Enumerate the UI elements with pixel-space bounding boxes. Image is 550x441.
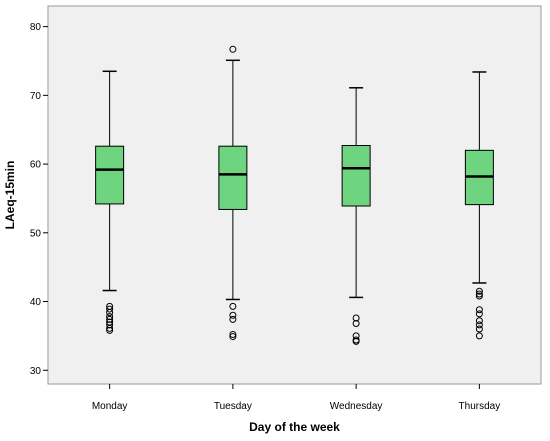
outlier-point — [475, 287, 483, 295]
iqr-box — [95, 145, 125, 205]
y-axis-title: LAeq-15min — [3, 161, 17, 230]
x-tick-label: Thursday — [459, 401, 501, 412]
outlier-point — [475, 332, 483, 340]
y-tick-label: 30 — [30, 366, 42, 377]
outlier-point — [106, 321, 114, 329]
outlier-point — [475, 317, 483, 325]
box-series — [95, 45, 494, 345]
box-thursday — [464, 71, 494, 340]
y-tick-label: 60 — [30, 160, 42, 171]
outlier-point — [229, 311, 237, 319]
outlier-point — [475, 290, 483, 298]
y-axis: 30 40 50 60 70 80 — [30, 22, 48, 377]
outlier-point — [352, 337, 360, 345]
box-wednesday — [341, 87, 371, 345]
outlier-point — [106, 302, 114, 310]
y-tick-label: 70 — [30, 91, 42, 102]
y-tick-label: 80 — [30, 22, 42, 33]
outlier-point — [106, 313, 114, 321]
x-axis-title: Day of the week — [249, 420, 340, 434]
iqr-box — [341, 145, 371, 207]
outlier-point — [229, 315, 237, 323]
outlier-point — [106, 326, 114, 334]
x-axis: Monday Tuesday Wednesday Thursday — [92, 384, 500, 412]
outlier-point — [229, 331, 237, 339]
outlier-point — [352, 332, 360, 340]
x-tick-label: Tuesday — [214, 401, 252, 412]
box-monday — [95, 70, 125, 334]
outlier-point — [229, 302, 237, 310]
y-tick-label: 40 — [30, 297, 42, 308]
iqr-box — [218, 145, 248, 210]
outlier-point — [229, 333, 237, 341]
outlier-point — [475, 325, 483, 333]
y-tick-label: 50 — [30, 228, 42, 239]
outlier-point — [352, 314, 360, 322]
outlier-point — [475, 321, 483, 329]
outlier-point — [475, 306, 483, 314]
x-tick-label: Wednesday — [330, 401, 383, 412]
plot-area — [47, 5, 542, 385]
outlier-point — [229, 45, 237, 53]
outlier-point — [475, 310, 483, 318]
outlier-point — [106, 318, 114, 326]
outlier-point — [475, 292, 483, 300]
outlier-point — [106, 315, 114, 323]
x-tick-label: Monday — [92, 401, 128, 412]
outlier-point — [352, 320, 360, 328]
box-tuesday — [218, 45, 248, 341]
outlier-point — [106, 305, 114, 313]
